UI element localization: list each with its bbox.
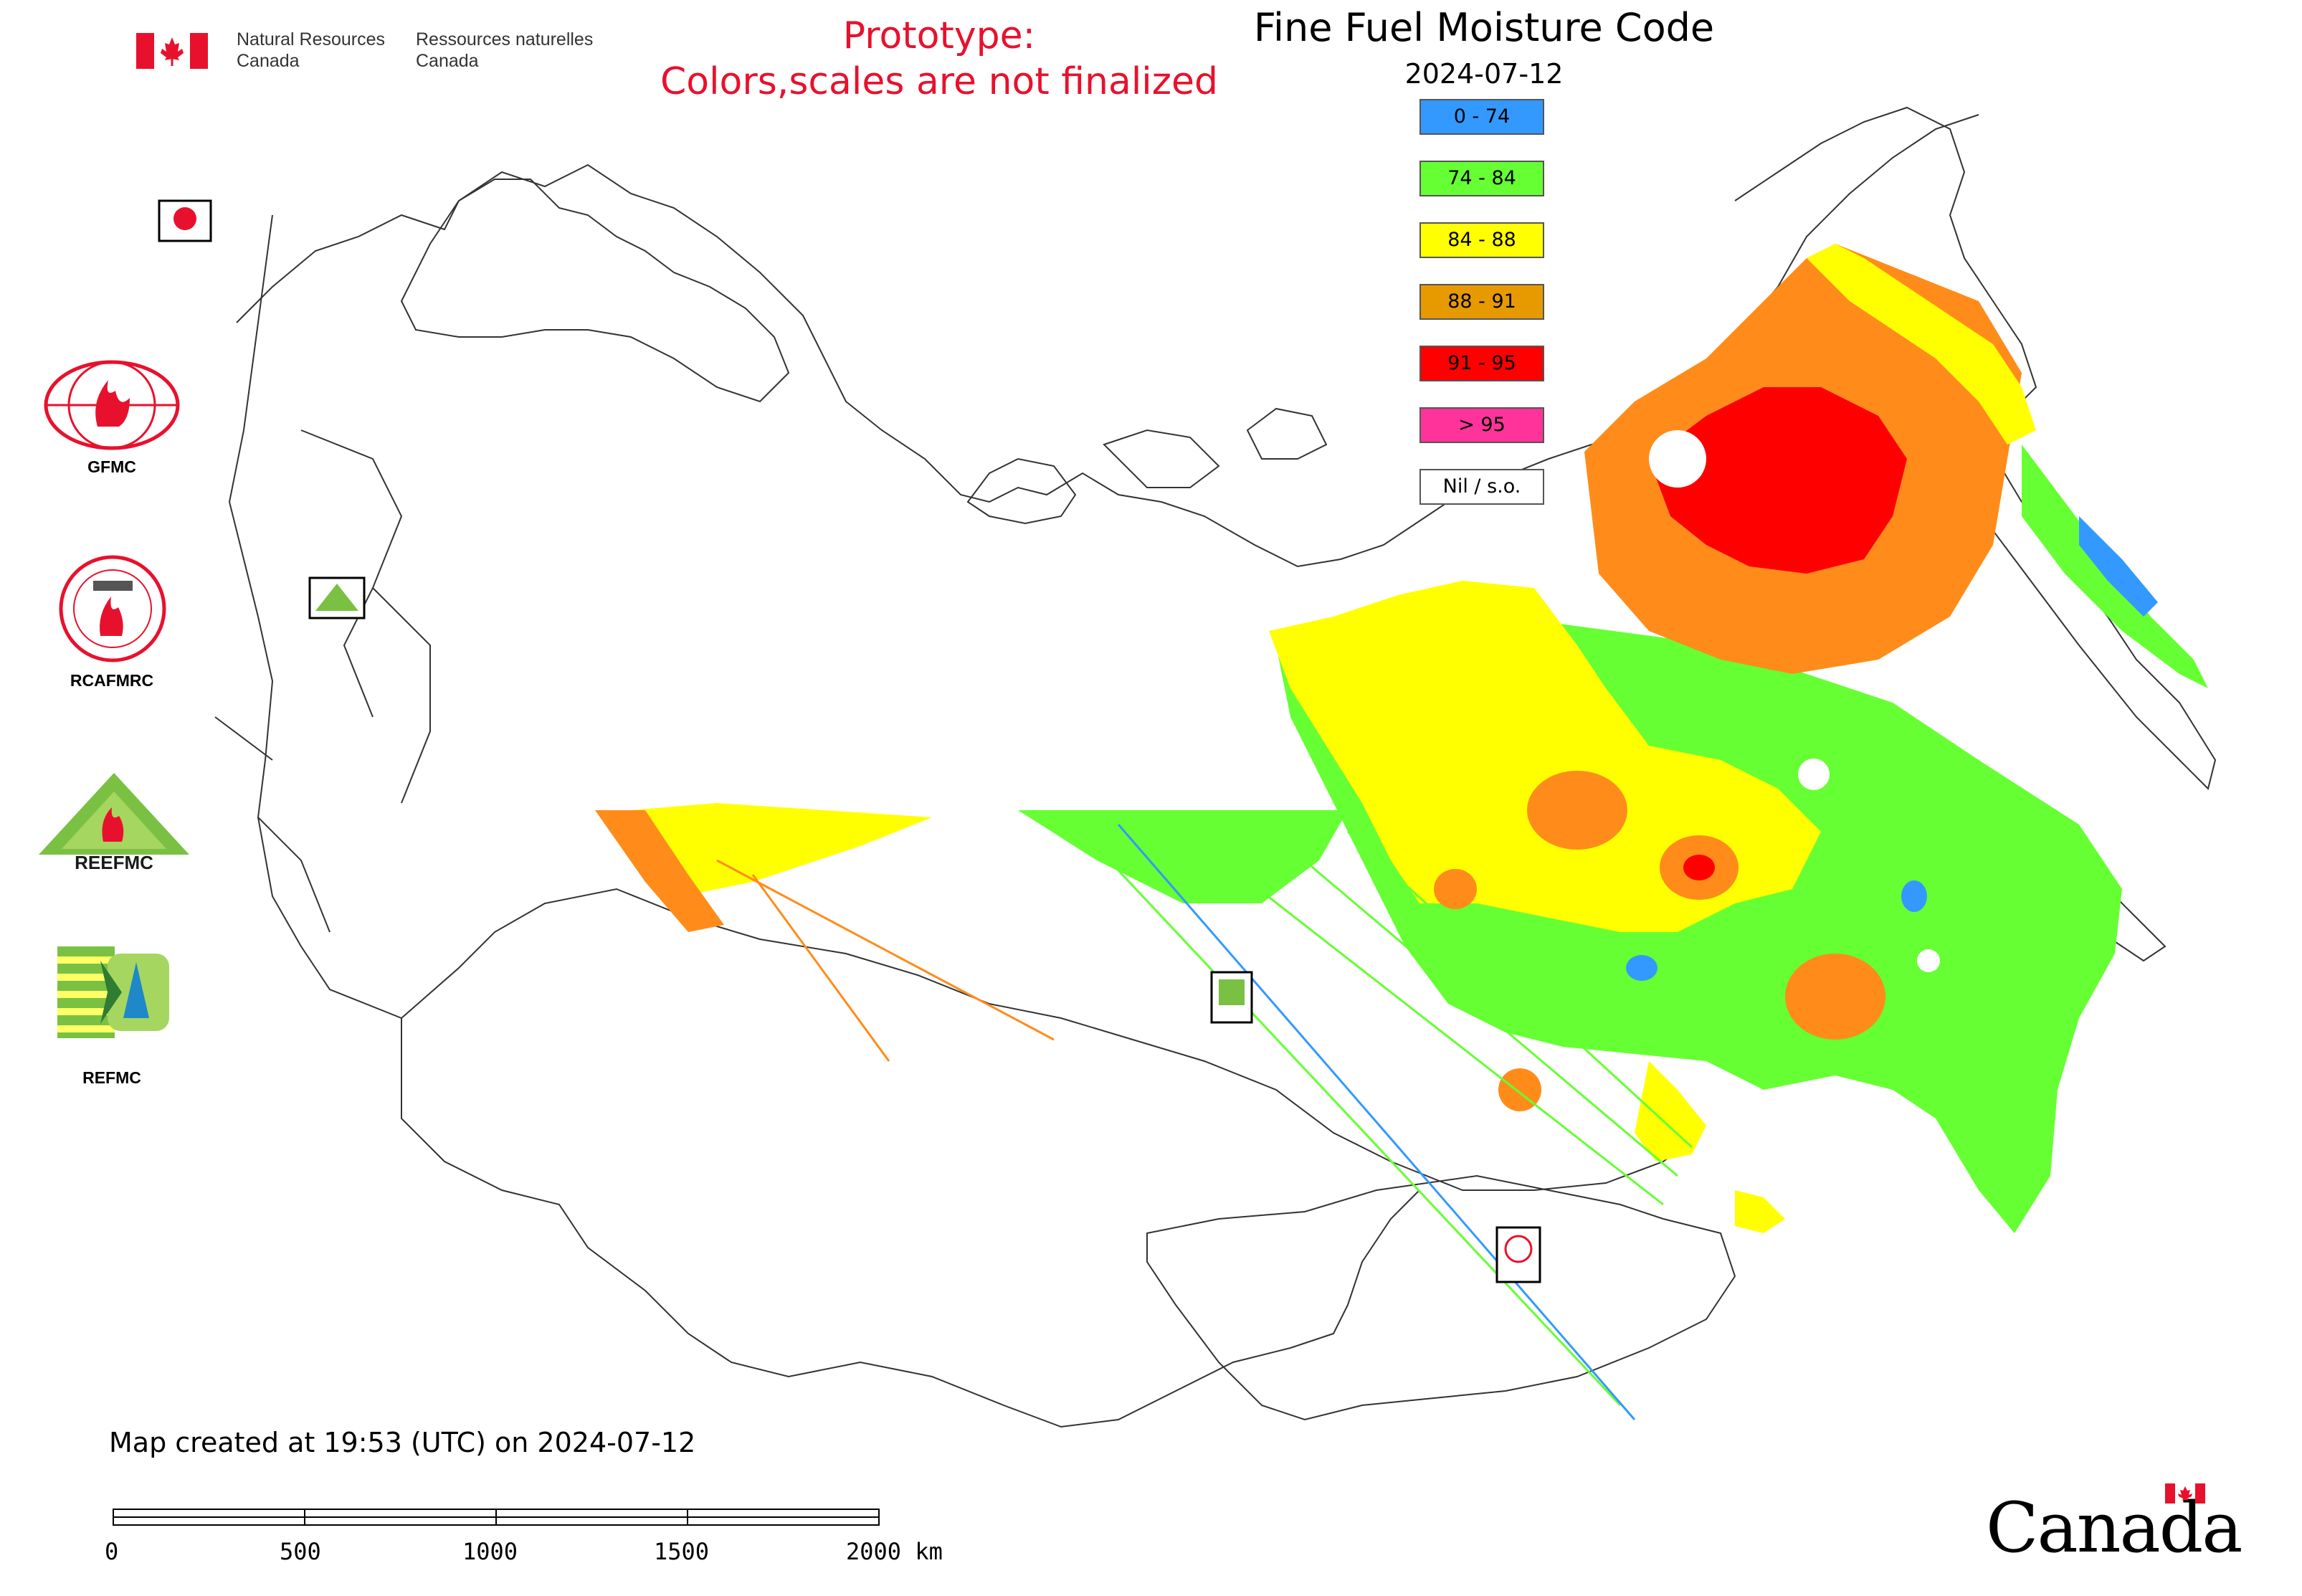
gfmc-logo [40, 358, 184, 452]
legend-item-84-88: 84 - 88 [1419, 222, 1544, 258]
prototype-warning: Prototype: Colors,scales are not finaliz… [645, 13, 1233, 105]
map-title: Fine Fuel Moisture Code [1253, 5, 1715, 50]
rcafmrc-label: RCAFMRC [70, 671, 154, 690]
ffmc-field [595, 244, 2208, 1420]
marker-rcafmrc-icon [1504, 1235, 1533, 1263]
scale-bar: 0 500 1000 1500 2000 km [100, 1502, 975, 1567]
nil-circle-1 [1649, 430, 1706, 488]
prototype-line-2: Colors,scales are not finalized [660, 60, 1219, 103]
zone-yellow-south [1635, 1061, 1706, 1162]
nrcan-name-fr: Ressources naturelles Canada [416, 29, 594, 71]
zone-streak-band [631, 803, 932, 896]
legend-item-88-91: 88 - 91 [1419, 284, 1544, 320]
wordmark-flag-icon [2165, 1483, 2205, 1504]
zone-kamchatka [2022, 445, 2208, 688]
central-asia-border [401, 1018, 1420, 1428]
map-station-markers [158, 199, 1541, 1283]
scandinavia-coastline [400, 179, 790, 403]
scale-tick-1000: 1000 [462, 1538, 518, 1565]
rcafmrc-logo [57, 554, 168, 665]
zone-kamchatka-blue [2079, 516, 2158, 617]
zone-streak-orange [595, 810, 724, 932]
southern-border [257, 616, 1693, 1191]
streak-lines [716, 823, 1693, 1420]
nil-circle-3 [1917, 949, 1940, 972]
nrcan-signature: Natural Resources Canada Ressources natur… [136, 29, 609, 79]
scale-tick-1500: 1500 [654, 1538, 710, 1565]
mongolia-border [1146, 1174, 1736, 1421]
legend-item-74-84: 74 - 84 [1419, 161, 1544, 196]
svg-text:REEFMC: REEFMC [75, 852, 153, 870]
refmc-striped-logo-icon [57, 946, 169, 1038]
gfmc-globe-logo-icon [44, 360, 180, 450]
legend-item-gt95: > 95 [1419, 407, 1544, 443]
blue-patch-1 [1626, 955, 1657, 981]
map-created-note: Map created at 19:53 (UTC) on 2024-07-12 [109, 1427, 696, 1458]
rcafmrc-seal-logo-icon [59, 555, 166, 662]
marker-refmc-icon [1219, 979, 1245, 1005]
zone-streak-green [1018, 810, 1348, 903]
map-date: 2024-07-12 [1404, 58, 1564, 90]
marker-gfmc-icon [173, 207, 196, 230]
reefmc-logo: REEFMC [37, 770, 191, 873]
reefmc-triangle-logo-icon: REEFMC [37, 773, 191, 873]
gfmc-label: GFMC [87, 457, 136, 476]
zone-yellow-north [1807, 244, 2036, 445]
canada-wordmark: Canada [1986, 1483, 2242, 1568]
nil-circle-2 [1798, 759, 1830, 790]
orange-patch-3 [1434, 869, 1477, 909]
canada-flag-icon [136, 33, 208, 69]
orange-patch-4 [1785, 954, 1885, 1040]
blue-patch-2 [1901, 880, 1927, 912]
red-patch-1 [1683, 855, 1715, 880]
marker-reefmc-icon [315, 584, 358, 611]
nrcan-name-en: Natural Resources Canada [237, 29, 386, 71]
legend-item-nil: Nil / s.o. [1419, 469, 1544, 505]
arctic-island-1 [966, 457, 1077, 525]
arctic-island-2 [1103, 429, 1220, 488]
scale-bar-graphic [113, 1509, 880, 1526]
scale-tick-0: 0 [105, 1538, 119, 1565]
orange-patch-1 [1527, 771, 1627, 850]
zone-red-core [1649, 387, 1907, 574]
zone-yellow-sakhalin [1735, 1190, 1785, 1233]
legend-item-0-74: 0 - 74 [1419, 99, 1544, 135]
scale-tick-500: 500 [280, 1538, 321, 1565]
refmc-label: REFMC [82, 1068, 141, 1087]
scale-tick-2000: 2000 km [846, 1538, 943, 1565]
refmc-logo [57, 946, 172, 1038]
arctic-island-3 [1246, 407, 1328, 460]
west-borders [214, 214, 431, 933]
legend-item-91-95: 91 - 95 [1419, 346, 1544, 381]
prototype-line-1: Prototype: [842, 14, 1036, 57]
